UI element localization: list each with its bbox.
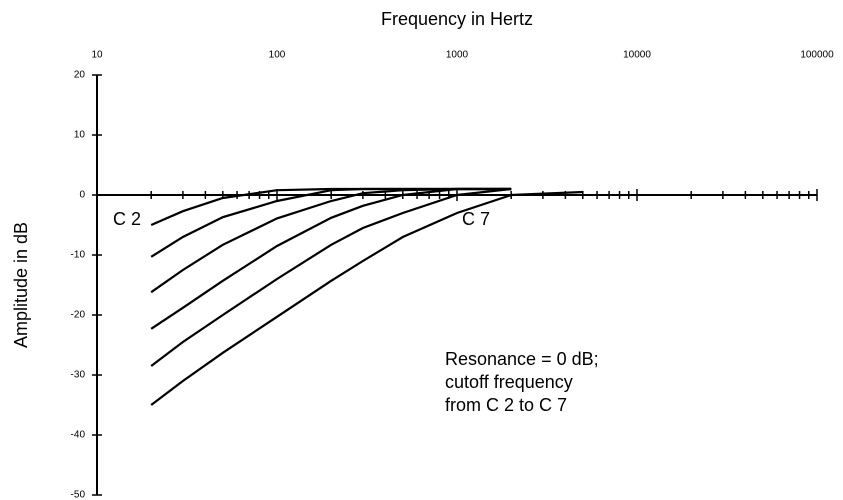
series-line [150,187,512,294]
x-tick-label: 10 [91,50,103,61]
y-tick-label: 0 [79,190,85,201]
y-tick-label: 20 [74,70,86,81]
y-tick-label: -30 [71,370,86,381]
series-line [150,187,512,367]
x-tick-label: 100000 [800,50,834,61]
y-tick-label: -10 [71,250,86,261]
y-tick-label: -20 [71,310,86,321]
series-label: C 2 [113,209,141,229]
x-tick-label: 1000 [446,50,469,61]
x-tick-label: 10000 [623,50,651,61]
y-tick-label: 10 [74,130,86,141]
series-line [150,190,583,406]
x-tick-label: 100 [269,50,286,61]
y-axis-label: Amplitude in dB [11,222,31,348]
chart-title: Frequency in Hertz [381,9,533,29]
note: Resonance = 0 dB; [445,349,599,369]
y-tick-label: -40 [71,430,86,441]
series-label: C 7 [462,209,490,229]
y-tick-label: -50 [71,490,86,500]
series-line [150,187,512,330]
note: from C 2 to C 7 [445,395,567,415]
note: cutoff frequency [445,372,573,392]
